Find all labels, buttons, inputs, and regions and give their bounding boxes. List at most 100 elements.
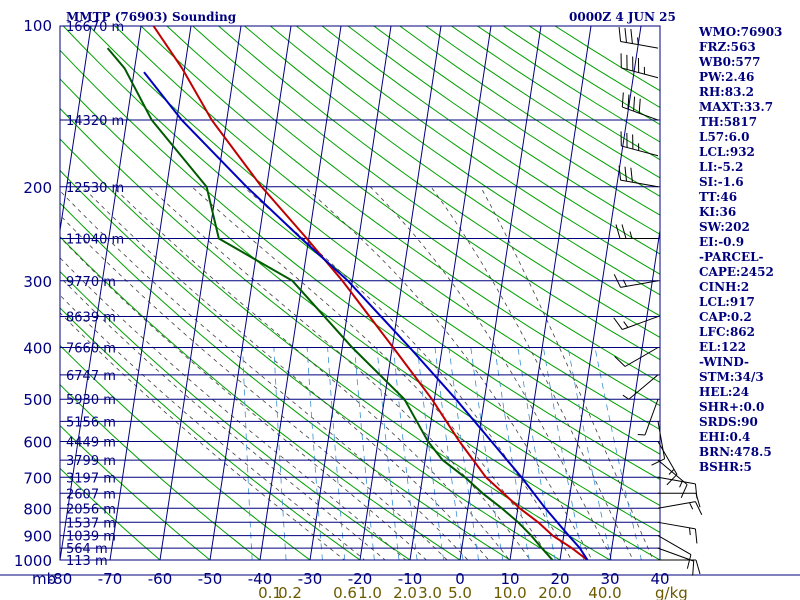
dry-adiabat: [60, 202, 511, 560]
barb-staff: [657, 421, 666, 459]
pressure-tick-label: 800: [23, 500, 52, 518]
temperature-tick-label: -40: [248, 570, 273, 588]
dry-adiabat: [321, 26, 660, 255]
index-item: HEL:24: [699, 385, 749, 399]
index-item: EL:122: [699, 340, 746, 354]
mixing-ratio-line: [543, 347, 585, 560]
isotherm: [60, 26, 92, 234]
moist-adiabat: [112, 186, 510, 560]
dry-adiabat: [270, 26, 660, 296]
height-label: 14320 m: [66, 114, 124, 129]
mixing-ratio-label: 20.0: [538, 584, 571, 600]
barb-half-flag: [689, 502, 694, 510]
wind-barb: [657, 441, 678, 486]
barb-half-flag: [623, 321, 629, 328]
barb-half-flag: [637, 37, 639, 45]
barb-flag: [615, 224, 621, 239]
temperature-tick-label: -10: [398, 570, 423, 588]
moist-adiabat: [191, 186, 552, 560]
mixing-ratio-line: [417, 347, 445, 560]
height-label: 2607 m: [66, 487, 116, 502]
wind-barb: [651, 421, 666, 466]
dry-adiabat: [60, 49, 660, 507]
moist-adiabat: [60, 214, 448, 560]
wind-barbs: [613, 26, 703, 576]
mixing-ratio-line: [470, 347, 504, 560]
series-dewpoint: [106, 47, 554, 560]
index-item: -PARCEL-: [699, 250, 764, 264]
mixing-ratio-label: 5.0: [448, 584, 472, 600]
height-label: 113 m: [66, 554, 108, 569]
wind-barb: [615, 224, 658, 239]
temperature-tick-label: 20: [550, 570, 569, 588]
index-item: TH:5817: [699, 115, 757, 129]
barb-staff: [657, 535, 692, 555]
temperature-tick-label: -30: [298, 570, 323, 588]
temperature-tick-label: -80: [48, 570, 73, 588]
height-label: 6747 m: [66, 369, 116, 384]
index-item: CAP:0.2: [699, 310, 752, 324]
barb-flag: [614, 356, 626, 367]
mixing-ratio-line: [517, 347, 556, 560]
chart-title: MMTP (76903) Sounding: [66, 10, 237, 24]
mixing-ratio-label: 10.0: [493, 584, 526, 600]
height-label: 1039 m: [66, 530, 116, 545]
height-label: 9770 m: [66, 275, 116, 290]
dry-adiabat: [60, 344, 311, 560]
barb-staff: [620, 179, 659, 188]
dry-adiabat: [60, 270, 411, 560]
index-item: WB0:577: [698, 55, 760, 69]
wind-barb: [657, 521, 698, 544]
barb-staff: [657, 501, 696, 509]
wind-barb: [622, 374, 659, 400]
barb-half-flag: [629, 231, 633, 239]
mixing-ratio-label: 40.0: [588, 584, 621, 600]
barb-flag: [621, 224, 627, 239]
isotherms: [60, 26, 660, 560]
index-item: -WIND-: [699, 355, 749, 369]
dry-adiabat: [60, 78, 660, 533]
index-item: EHI:0.4: [699, 430, 750, 444]
series-temperature: [152, 26, 589, 560]
pressure-tick-label: 700: [23, 469, 52, 487]
barb-half-flag: [637, 433, 646, 436]
wind-barb: [657, 535, 692, 569]
dry-adiabat: [60, 169, 561, 560]
barb-half-flag: [622, 279, 627, 287]
temperature-tick-label: -60: [148, 570, 173, 588]
temperature-tick-label: 30: [600, 570, 619, 588]
temperature-tick-label: -20: [348, 570, 373, 588]
mixing-ratio-line: [273, 347, 287, 560]
barb-staff: [657, 547, 694, 562]
barb-flag: [613, 274, 622, 288]
mixing-ratio-line: [327, 347, 346, 560]
dry-adiabat: [166, 26, 660, 383]
barb-flag: [621, 92, 624, 108]
barb-flag: [680, 484, 688, 499]
wind-barb: [657, 547, 695, 576]
barb-flag: [694, 528, 698, 544]
wind-barb: [658, 492, 701, 508]
barb-staff: [620, 280, 659, 288]
wind-barb: [637, 399, 659, 436]
barb-flag: [686, 554, 692, 569]
moist-adiabat: [480, 186, 654, 560]
index-item: RH:83.2: [699, 85, 754, 99]
barb-flag: [695, 493, 701, 508]
pressure-tick-label: 100: [23, 17, 52, 35]
index-item: CINH:2: [699, 280, 749, 294]
isotherm: [509, 26, 592, 560]
mixing-ratio-unit: g/kg: [655, 584, 688, 600]
index-item: EI:-0.9: [699, 235, 744, 249]
wind-barb: [618, 26, 659, 49]
moist-adiabat: [60, 190, 469, 560]
wind-barb: [658, 559, 701, 575]
index-item: STM:34/3: [699, 370, 764, 384]
mixing-ratio-line: [567, 347, 612, 560]
wind-barb: [620, 53, 659, 79]
barb-staff: [628, 374, 659, 400]
isotherm: [259, 26, 342, 560]
barb-flag: [630, 167, 633, 183]
index-item: PW:2.46: [699, 70, 754, 84]
